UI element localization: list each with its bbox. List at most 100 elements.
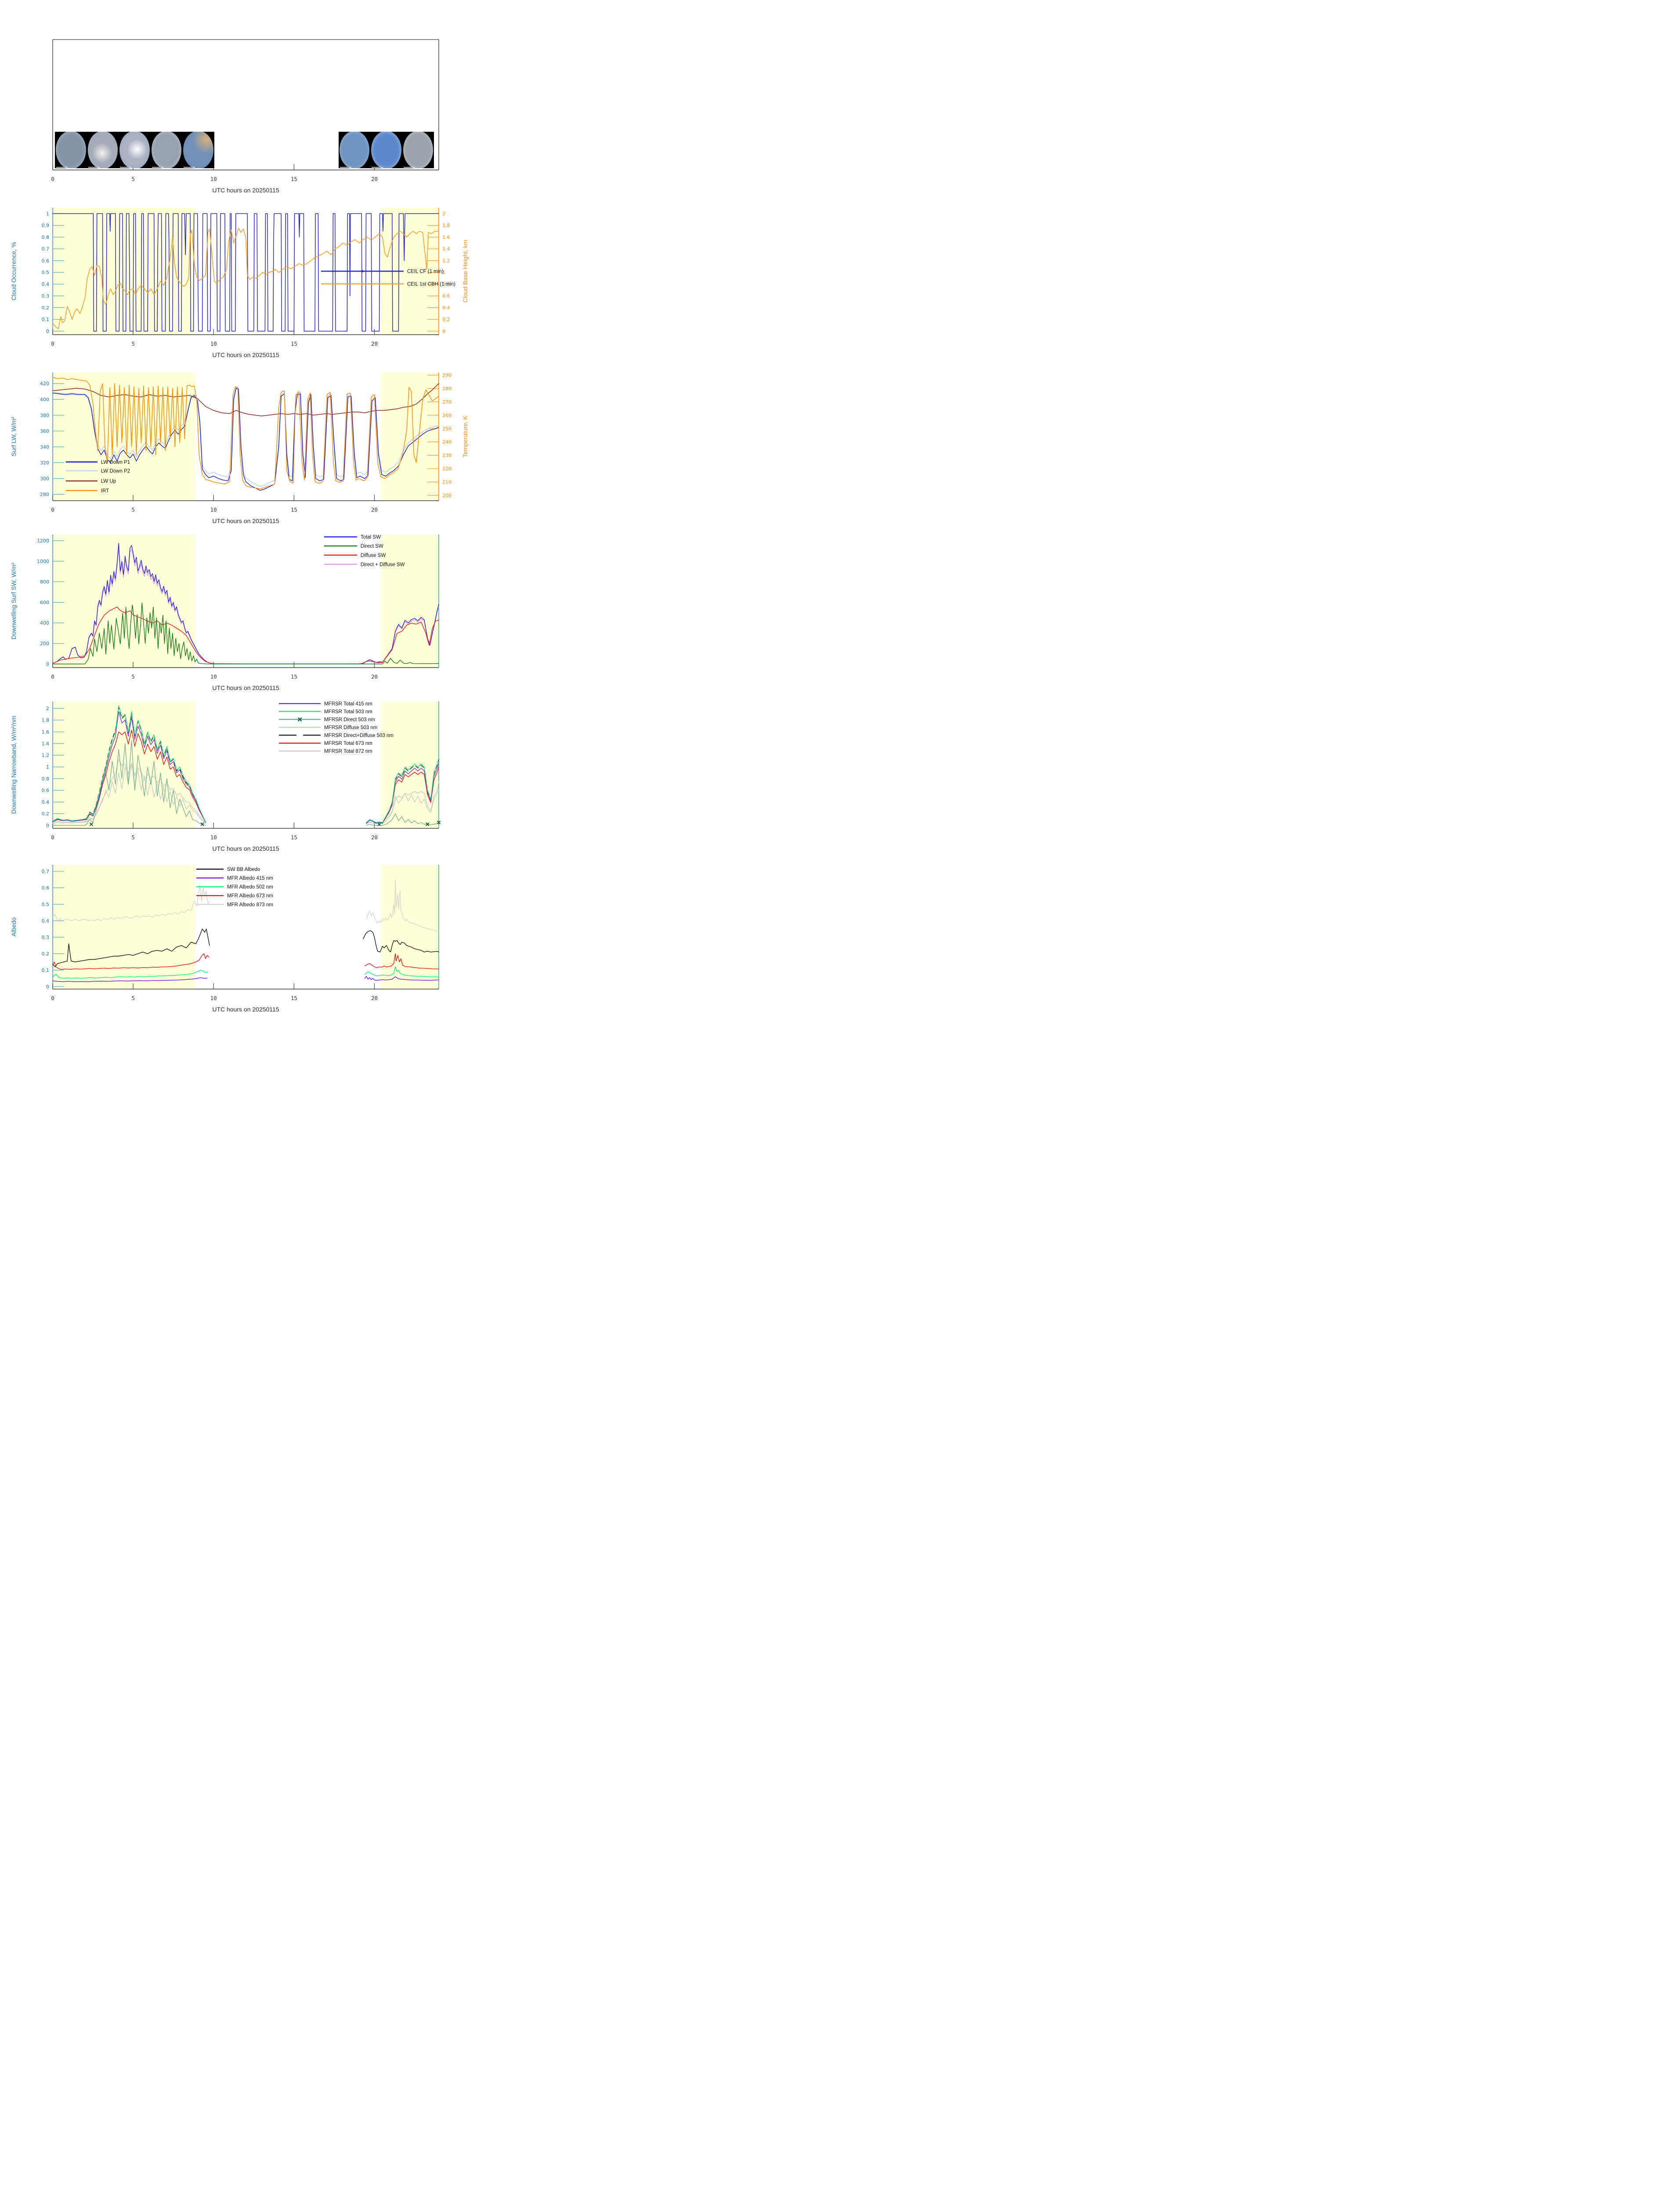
y-tick-label: 1: [46, 211, 49, 217]
y2-tick-label: 1.8: [442, 223, 450, 228]
y-tick-label: 1200: [37, 538, 49, 544]
legend-label: SW BB Albedo: [227, 867, 260, 872]
legend-label: MFRSR Diffuse 503 nm: [324, 725, 377, 730]
series-line: [52, 377, 439, 489]
y2-tick-label: 230: [442, 453, 452, 459]
y-tick-label: 0.8: [42, 235, 50, 240]
series-line: [52, 730, 206, 823]
series-line: [52, 213, 439, 332]
sky-image-timestamp: [372, 167, 383, 168]
x-tick-label: 0: [51, 176, 54, 182]
series-line: [366, 879, 439, 932]
y-tick-label: 0.3: [42, 935, 50, 940]
y-tick-label: 400: [40, 397, 49, 402]
x-tick-label: 20: [371, 673, 378, 680]
sky-fisheye-image: [371, 132, 401, 168]
x-tick-label: 10: [210, 995, 217, 1001]
legend-label: Diffuse SW: [361, 553, 386, 558]
y2-tick-label: 1.4: [442, 246, 450, 252]
sky-image-timestamp: [152, 167, 163, 168]
y2-tick-label: 260: [442, 412, 452, 418]
x-tick-label: 15: [291, 673, 297, 680]
y2-tick-label: 0.6: [442, 293, 450, 299]
x-tick-label: 5: [131, 834, 135, 841]
legend-label: Direct SW: [361, 544, 383, 549]
y-tick-label: 0: [46, 661, 49, 667]
series-line: [366, 762, 439, 823]
y-tick-label: 0.2: [42, 951, 50, 957]
legend-label: MFR Albedo 673 nm: [227, 893, 273, 899]
twilight-shading-band: [53, 865, 195, 989]
x-tick-label: 5: [131, 176, 135, 182]
y-axis-title: Albedo: [10, 917, 17, 936]
x-tick-label: 5: [131, 995, 135, 1001]
series-line: [52, 740, 206, 826]
y2-tick-label: 240: [442, 439, 452, 445]
sky-fisheye-image: [87, 132, 118, 168]
x-axis-title: UTC hours on 20250115: [212, 351, 279, 358]
legend-label: MFRSR Total 673 nm: [324, 741, 372, 746]
y-tick-label: 280: [40, 492, 49, 498]
y-tick-label: 0.6: [42, 787, 50, 793]
y-tick-label: 0.6: [42, 258, 50, 264]
legend-label: LW Down P2: [101, 469, 130, 474]
quicklook-figure: 0 5 10 15 20 UTC hours on 20250115 0 0.1 0.2 0.3 0…: [0, 0, 560, 1043]
series-line: [52, 602, 439, 665]
y-axis-title: Downwelling Narrowband, W/m²/nm: [10, 716, 17, 814]
twilight-shading-band: [381, 865, 439, 989]
y2-tick-label: 1.2: [442, 258, 450, 264]
x-tick-label: 10: [210, 340, 217, 347]
sky-fisheye-image: [151, 132, 182, 168]
y-tick-label: 1.2: [42, 753, 50, 758]
sky-image-timestamp: [88, 167, 100, 168]
series-line: [52, 970, 209, 979]
x-axis-title: UTC hours on 20250115: [212, 187, 279, 194]
legend-label: MFRSR Total 872 nm: [324, 749, 372, 754]
y-tick-label: 0.6: [42, 885, 50, 891]
y-tick-label: 0.3: [42, 293, 50, 299]
series-line: [52, 884, 210, 921]
legend-label: LW Down P1: [101, 460, 130, 465]
y-tick-label: 0.1: [42, 968, 50, 973]
series-line: [364, 953, 439, 970]
sky-image-timestamp: [184, 167, 195, 168]
x-axis-title: UTC hours on 20250115: [212, 684, 279, 691]
x-tick-label: 20: [371, 340, 378, 347]
sky-image-timestamp: [340, 167, 351, 168]
y2-tick-label: 210: [442, 479, 452, 485]
y-axis-title: Downwelling Surf SW, W/m²: [10, 563, 17, 639]
y-tick-label: 0: [46, 984, 49, 990]
y2-tick-label: 0.8: [442, 282, 450, 287]
y-tick-label: 1: [46, 764, 49, 770]
legend-marker-x: [297, 717, 302, 722]
series-line: [52, 711, 206, 823]
y-tick-label: 0.7: [42, 246, 50, 252]
y-tick-label: 0.4: [42, 918, 50, 924]
twilight-shading-band: [53, 208, 195, 335]
y-tick-label: 300: [40, 476, 49, 482]
y-tick-label: 400: [40, 620, 49, 626]
twilight-shading-band: [381, 535, 439, 668]
series-line: [52, 543, 439, 665]
legend-label: CEIL CF (1 min): [407, 269, 444, 274]
y-tick-label: 1.4: [42, 741, 50, 747]
x-tick-label: 0: [51, 340, 54, 347]
y-tick-label: 0.4: [42, 799, 50, 805]
x-tick-label: 10: [210, 673, 217, 680]
sky-fisheye-image: [183, 132, 213, 168]
series-line: [52, 759, 206, 824]
y-tick-label: 0.1: [42, 317, 50, 322]
legend-label: Total SW: [361, 535, 381, 540]
sky-image-strip-2: [339, 132, 434, 168]
x-tick-label: 20: [371, 176, 378, 182]
sky-image-strip-1: [55, 132, 214, 168]
x-tick-label: 10: [210, 176, 217, 182]
y-tick-label: 200: [40, 641, 49, 647]
legend-label: MFR Albedo 415 nm: [227, 876, 273, 881]
y-tick-label: 1.8: [42, 718, 50, 723]
y-tick-label: 360: [40, 428, 49, 434]
y-tick-label: 380: [40, 412, 49, 418]
x-tick-label: 15: [291, 176, 297, 182]
x-tick-label: 20: [371, 995, 378, 1001]
